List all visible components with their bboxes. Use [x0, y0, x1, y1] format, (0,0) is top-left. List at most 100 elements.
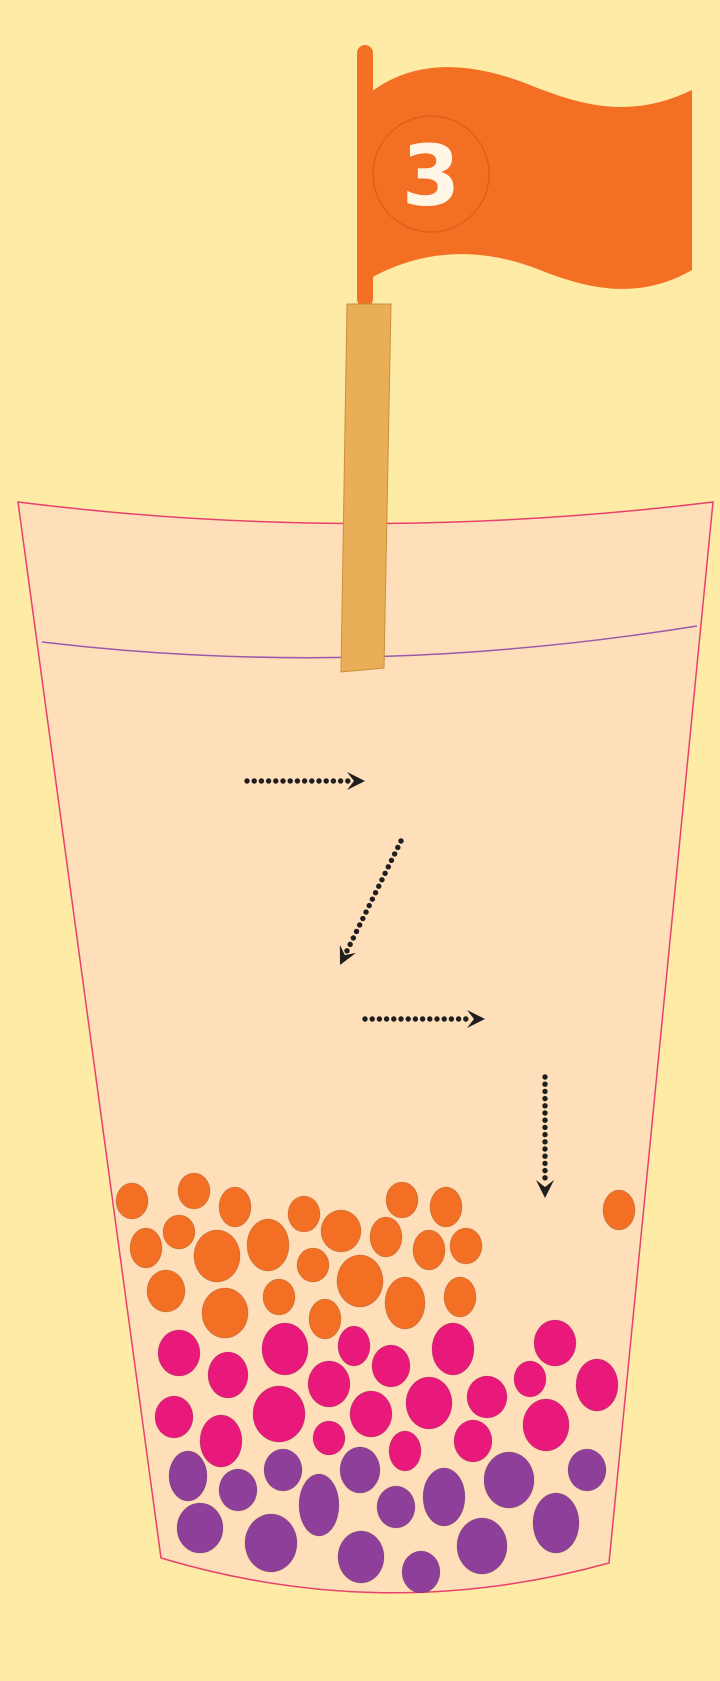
arrow-dot [337, 778, 344, 784]
arrow-dot [441, 1016, 447, 1022]
arrow-dot [391, 851, 398, 857]
arrowhead [536, 1180, 554, 1198]
boba-pearl-orange [193, 1229, 241, 1283]
arrows [244, 772, 554, 1198]
arrow-dot [316, 778, 322, 784]
arrow-dot [369, 896, 376, 902]
boba-pearl-purple [567, 1448, 607, 1492]
arrow-dot [363, 909, 369, 915]
boba-pearl-orange [385, 1181, 419, 1219]
flag-emblem-circle [372, 115, 490, 233]
arrow-dot [383, 1016, 390, 1022]
arrow-dot [542, 1146, 548, 1152]
arrow-dot [369, 1016, 375, 1022]
boba-pearl-purple [176, 1502, 224, 1554]
arrow-dot [448, 1016, 455, 1022]
arrow-dot [258, 778, 265, 784]
arrow-dot [323, 778, 329, 784]
boba-pearl-orange [320, 1209, 362, 1253]
arrow-right-1 [244, 772, 365, 790]
arrow-dot [542, 1110, 548, 1116]
arrow-dot [542, 1124, 548, 1131]
arrow-dot [350, 935, 357, 941]
boba-pearl-pink [307, 1360, 351, 1408]
arrow-dot [301, 778, 308, 784]
boba-pearl-purple [263, 1448, 303, 1492]
boba-pearl-orange [369, 1216, 403, 1258]
boba-pearl-purple [218, 1468, 258, 1512]
arrow-dot [287, 778, 293, 784]
boba-pearl-orange [262, 1278, 296, 1316]
flag-cloth [371, 67, 692, 289]
boba-pearl-pink [431, 1322, 475, 1376]
boba-pearl-pink [388, 1430, 422, 1472]
arrow-dot [419, 1016, 426, 1022]
arrow-dot [542, 1117, 548, 1123]
boba-pearl-orange [162, 1214, 196, 1250]
boba-pearl-orange [443, 1276, 477, 1318]
boba-pearl-orange [336, 1254, 384, 1308]
boba-pearl-purple [483, 1451, 535, 1509]
arrow-dot [379, 877, 385, 883]
arrow-dot [398, 838, 404, 844]
arrow-dot [434, 1016, 440, 1022]
boba-pearl-pink [533, 1319, 577, 1367]
arrowhead [339, 944, 357, 965]
arrow-dot [385, 864, 391, 870]
arrow-right-2 [362, 1010, 485, 1028]
boba-pearl-pink [312, 1420, 346, 1456]
arrow-dot [542, 1103, 548, 1109]
arrow-dot [366, 902, 372, 909]
boba-pearl-pink [453, 1419, 493, 1463]
arrow-dot [353, 928, 360, 935]
arrow-dot [395, 844, 401, 851]
boba-pearl-orange [449, 1227, 483, 1265]
boba-pearl-pink [199, 1414, 243, 1468]
boba-pearl-orange [602, 1189, 636, 1231]
boba-pearl-pink [349, 1390, 393, 1438]
arrow-dot [542, 1074, 548, 1080]
boba-pearl-orange [296, 1247, 330, 1283]
arrow-dot [376, 1016, 383, 1022]
arrow-dot [455, 1016, 462, 1022]
boba-pearl-pink [575, 1358, 619, 1412]
arrow-dot [542, 1160, 548, 1167]
arrowhead [467, 1010, 485, 1028]
arrow-dot [280, 778, 286, 784]
arrow-dot [542, 1131, 548, 1138]
arrow-dot [360, 915, 366, 922]
boba-pearl-orange [218, 1186, 252, 1228]
boba-pearl-purple [168, 1450, 208, 1502]
boba-pearl-pink [252, 1385, 306, 1443]
arrow-dot [345, 778, 351, 784]
boba-pearl-orange [146, 1269, 186, 1313]
boba-pearl-orange [246, 1218, 290, 1272]
cup-body [17, 501, 714, 1594]
boba-pearl-orange [412, 1229, 446, 1271]
arrow-dot [542, 1167, 548, 1174]
boba-pearl-orange [129, 1227, 163, 1269]
flag-pole [357, 45, 373, 307]
arrow-down [536, 1074, 554, 1198]
boba-pearl-orange [115, 1182, 149, 1220]
arrow-dot [294, 778, 301, 784]
arrow-dot [273, 778, 279, 784]
arrow-dot [362, 1016, 368, 1022]
boba-pearl-purple [456, 1517, 508, 1575]
boba-pearl-orange [287, 1195, 321, 1233]
boba-pearl-pink [466, 1375, 508, 1419]
arrow-dot [542, 1175, 548, 1181]
boba-pearl-pink [513, 1360, 547, 1398]
arrow-dot [372, 889, 379, 896]
boba-pearl-pink [261, 1322, 309, 1376]
boba-pearl-pink [337, 1325, 371, 1367]
arrow-dot [405, 1016, 411, 1022]
boba-pearl-purple [339, 1446, 381, 1494]
boba-pearl-orange [384, 1276, 426, 1330]
arrow-dot [463, 1016, 469, 1022]
arrow-dot [542, 1153, 548, 1159]
boba-pearl-pink [405, 1376, 453, 1430]
arrow-dot [309, 778, 315, 784]
boba-pearl-pink [522, 1398, 570, 1452]
